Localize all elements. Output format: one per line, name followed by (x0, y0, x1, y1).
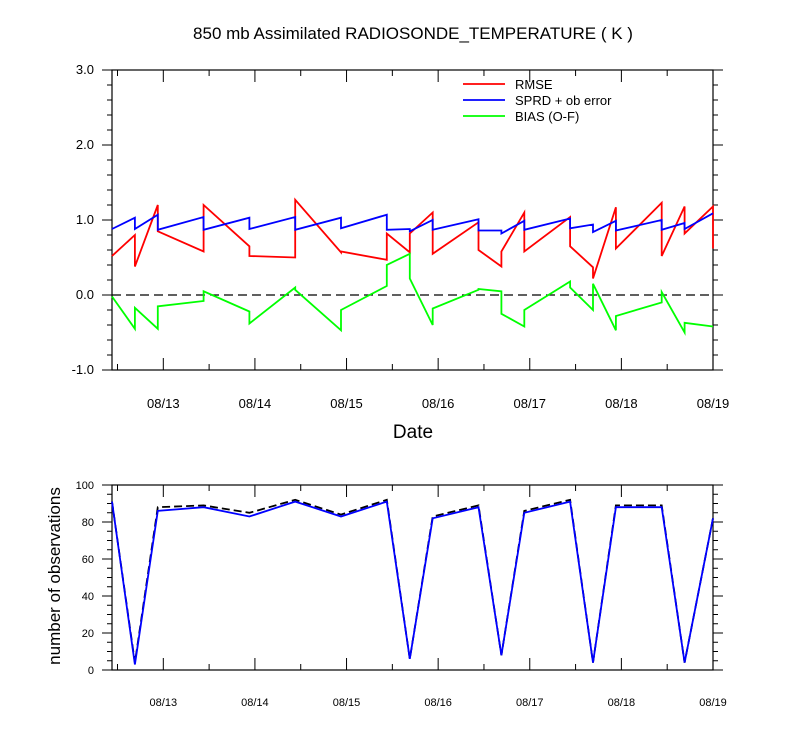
x-tick-label: 08/17 (516, 697, 544, 709)
y-tick-label: 20 (82, 628, 94, 640)
legend-label: RMSE (515, 77, 553, 92)
x-tick-label: 08/18 (608, 697, 636, 709)
top-chart-rmse-spread-bias: 08/13 08/14 08/15 08/16 08/17 08/18 08/19 -1.0 0… (72, 62, 730, 411)
x-tick-label: 08/16 (422, 396, 455, 411)
x-tick-label: 08/16 (424, 697, 452, 709)
x-tick-label: 08/14 (241, 697, 269, 709)
bottom-chart-observation-counts: 08/13 08/14 08/15 08/16 08/17 08/18 08/19 0 20 40… (76, 480, 727, 709)
x-tick-label: 08/14 (239, 396, 272, 411)
x-tick-label: 08/15 (333, 697, 361, 709)
top-x-axis-label: Date (393, 422, 433, 443)
series-line-sprd-ob-error (111, 212, 714, 236)
x-tick-label: 08/13 (150, 697, 178, 709)
y-tick-label: 0.0 (76, 287, 94, 302)
y-tick-label: 40 (82, 591, 94, 603)
legend-label: BIAS (O-F) (515, 109, 579, 124)
series-line-rmse (111, 197, 714, 279)
y-tick-label: 80 (82, 517, 94, 529)
x-tick-label: 08/17 (513, 396, 546, 411)
legend-label: SPRD + ob error (515, 93, 612, 108)
series-line-observations-possible (111, 498, 714, 663)
y-tick-label: 0 (88, 665, 94, 677)
x-tick-label: 08/18 (605, 396, 638, 411)
chart-title: 850 mb Assimilated RADIOSONDE_TEMPERATUR… (193, 24, 633, 43)
series-line-observations-used (111, 500, 714, 665)
y-tick-label: 100 (76, 480, 94, 492)
x-tick-label: 08/19 (697, 396, 730, 411)
top-plot-frame (111, 69, 714, 371)
x-tick-label: 08/15 (330, 396, 363, 411)
x-tick-label: 08/19 (699, 697, 727, 709)
y-tick-label: 3.0 (76, 62, 94, 77)
series-line-bias-o-f (111, 252, 714, 336)
y-tick-label: 2.0 (76, 137, 94, 152)
y-tick-label: 60 (82, 554, 94, 566)
y-tick-label: 1.0 (76, 212, 94, 227)
x-tick-label: 08/13 (147, 396, 180, 411)
y-tick-label: -1.0 (72, 362, 94, 377)
bottom-y-axis-label: number of observations (45, 487, 64, 665)
